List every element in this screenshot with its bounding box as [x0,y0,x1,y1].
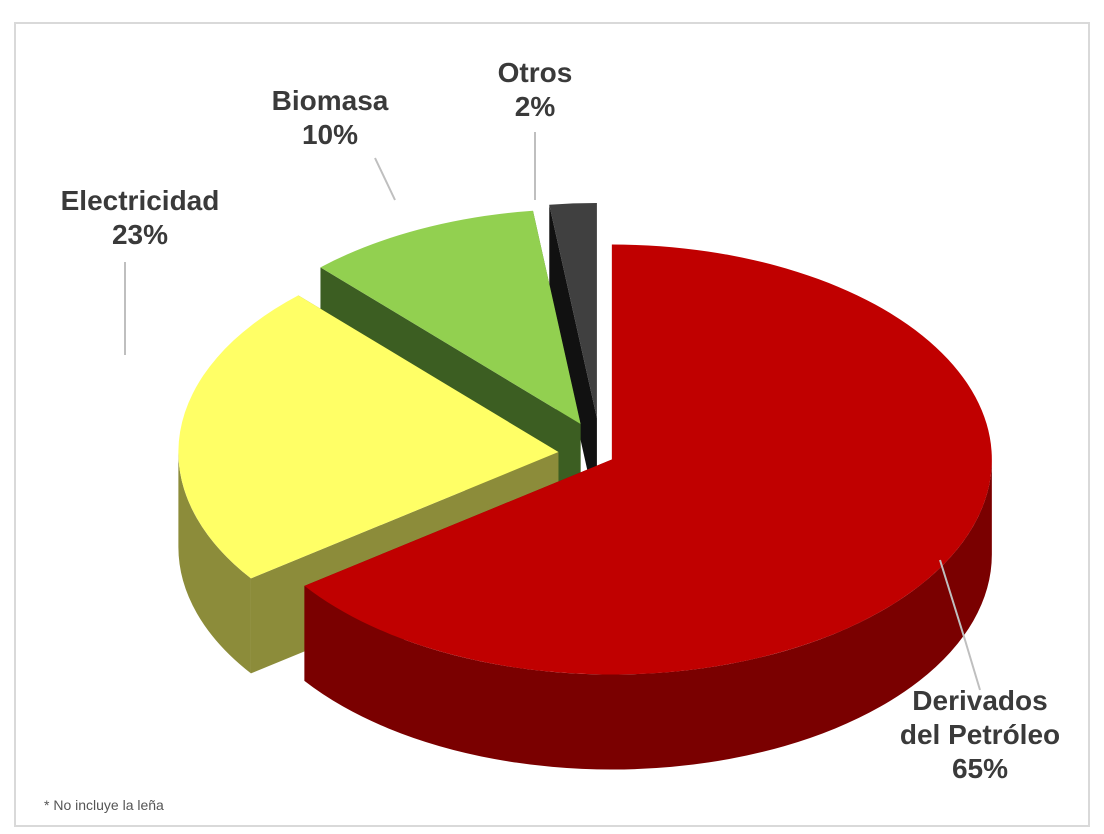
slice-otros-top [549,203,597,419]
leader-lines [124,132,981,691]
slice-biomasa-label-line1: Biomasa [272,85,389,116]
slice-derivados-del-petroleo [304,244,992,770]
slice-otros-percent-label: 2% [515,91,556,122]
slice-biomasa-percent-label: 10% [302,119,358,150]
slice-derivados-del-petroleo-outer-side [304,459,992,770]
slice-derivados-del-petroleo-top [304,244,992,675]
slice-derivados-del-petroleo-percent-label: 65% [952,753,1008,784]
slice-derivados-del-petroleo-label-line1: Derivados [912,685,1047,716]
slice-biomasa-leader-line [374,157,396,201]
slice-electricidad-outer-side [178,452,251,674]
slice-otros-label-line1: Otros [498,57,573,88]
slice-biomasa-top [320,210,581,425]
slice-electricidad-label-line1: Electricidad [61,185,220,216]
slice-derivados-del-petroleo-leader-line [939,559,981,691]
slice-electricidad-top [178,295,559,579]
slice-derivados-del-petroleo-label-line2: del Petróleo [900,719,1060,750]
slice-otros-wall-start [549,204,597,514]
chart-footnote: * No incluye la leña [44,797,164,813]
pie-slices [178,203,992,770]
slice-electricidad-percent-label: 23% [112,219,168,250]
slice-otros [549,203,597,514]
